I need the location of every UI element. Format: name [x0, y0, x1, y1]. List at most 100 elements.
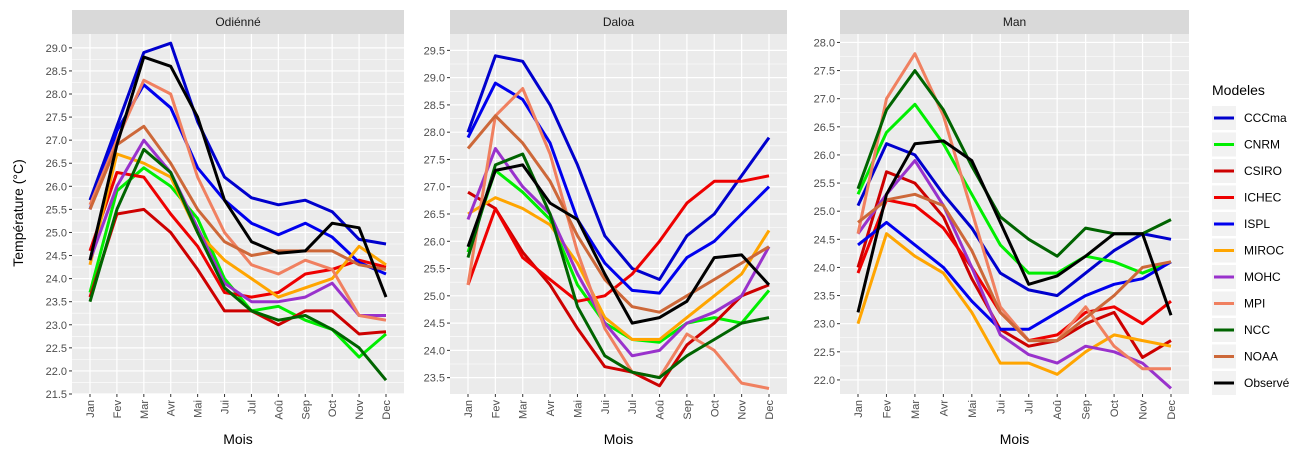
y-tick-label: 25.5 [46, 204, 67, 216]
y-tick-label: 23.5 [46, 297, 67, 309]
y-tick-label: 23.5 [424, 373, 445, 385]
x-tick-label: Oct [1109, 400, 1121, 417]
x-tick-label: Dec [1166, 400, 1178, 420]
legend-label: MOHC [1244, 270, 1281, 284]
y-tick-label: 26.5 [424, 209, 445, 221]
y-tick-label: 22.5 [46, 343, 67, 355]
y-tick-label: 26.0 [814, 150, 835, 162]
y-axis-title: Température (°C) [10, 159, 26, 267]
panel-0: Odiénné 21.5 22.0 22.5 23.0 23.5 24.0 24.5 25.0 2… [46, 10, 404, 447]
series-line-noaa [466, 114, 770, 314]
y-tick-label: 26.5 [46, 158, 67, 170]
legend-item: Observé [1212, 371, 1290, 395]
x-tick-label: Aoû [1052, 400, 1064, 420]
y-tick-label: 28.0 [424, 127, 445, 139]
series-line-cnrm [856, 102, 1172, 275]
y-tick-label: 29.5 [424, 45, 445, 57]
legend-item: MPI [1212, 291, 1265, 316]
x-tick-label: Jan [853, 400, 865, 418]
x-tick-label: Mar [910, 400, 922, 419]
y-tick-label: 23.0 [814, 319, 835, 331]
y-tick-label: 27.0 [424, 182, 445, 194]
panel-title: Odiénné [215, 15, 261, 29]
y-tick-label: 28.0 [46, 89, 67, 101]
y-tick-label: 24.5 [814, 234, 835, 246]
x-tick-label: Sep [1081, 400, 1093, 420]
series-line-mpi [856, 52, 1171, 371]
series-line-ncc [88, 147, 388, 382]
panel-title: Man [1003, 15, 1026, 29]
y-tick-label: 26.0 [424, 236, 445, 248]
y-tick-label: 24.0 [46, 274, 67, 286]
x-tick-label: Oct [327, 400, 339, 417]
y-tick-label: 25.0 [46, 227, 67, 239]
x-axis-title: Mois [223, 431, 253, 447]
series-line-csiro [467, 190, 770, 388]
y-tick-label: 22.5 [814, 347, 835, 359]
legend-title: Modeles [1212, 82, 1265, 98]
y-tick-label: 26.0 [46, 181, 67, 193]
legend-label: Observé [1244, 376, 1290, 390]
x-tick-label: Mai [967, 400, 979, 418]
series-line-ncc [466, 152, 770, 380]
y-tick-label: 22.0 [814, 375, 835, 387]
x-tick-label: Sep [682, 400, 694, 420]
y-tick-label: 25.0 [814, 206, 835, 218]
legend-label: CSIRO [1244, 164, 1282, 178]
series-line-observ- [466, 163, 771, 325]
panels: Odiénné 21.5 22.0 22.5 23.0 23.5 24.0 24.5 25.0 2… [46, 10, 1189, 447]
x-axis-title: Mois [1000, 431, 1030, 447]
y-tick-label: 29.0 [424, 73, 445, 85]
series-line-cccma [88, 41, 387, 246]
legend-item: ICHEC [1212, 185, 1282, 210]
panel-strip [840, 10, 1189, 34]
x-tick-label: Mar [518, 400, 530, 419]
x-tick-label: Jan [85, 400, 97, 418]
x-tick-label: Fev [490, 400, 502, 419]
y-tick-label: 25.5 [814, 178, 835, 190]
series-line-noaa [857, 192, 1172, 343]
y-tick-label: 24.0 [814, 262, 835, 274]
legend-label: CCCma [1244, 111, 1287, 125]
y-tick-label: 27.0 [46, 135, 67, 147]
y-tick-label: 26.5 [814, 122, 835, 134]
y-tick-label: 28.5 [46, 66, 67, 78]
x-tick-label: Nov [1138, 400, 1150, 420]
x-tick-label: Oct [709, 400, 721, 417]
legend-label: MIROC [1244, 244, 1284, 258]
x-tick-label: Nov [354, 400, 366, 420]
legend-item: ISPL [1212, 212, 1270, 236]
series-line-miroc [856, 232, 1172, 376]
series-line-csiro [88, 207, 387, 336]
series-line-observ- [856, 139, 1173, 316]
x-tick-label: Jan [463, 400, 475, 418]
legend-item: CSIRO [1212, 159, 1282, 183]
y-tick-label: 27.0 [814, 94, 835, 106]
legend-item: MIROC [1212, 238, 1284, 263]
y-tick-label: 27.5 [814, 66, 835, 78]
series-line-mpi [466, 87, 770, 390]
series-line-cccma [466, 54, 771, 281]
y-tick-label: 21.5 [46, 389, 67, 401]
x-tick-label: Aoû [273, 400, 285, 420]
x-tick-label: Jui [995, 400, 1007, 414]
x-tick-label: Nov [737, 400, 749, 420]
x-tick-label: Fev [881, 400, 893, 419]
legend-label: NCC [1244, 323, 1270, 337]
series-line-mohc [466, 147, 771, 358]
y-tick-label: 25.5 [424, 264, 445, 276]
y-tick-label: 24.5 [46, 251, 67, 263]
y-tick-label: 28.5 [424, 100, 445, 112]
y-tick-label: 25.0 [424, 291, 445, 303]
x-tick-label: Mar [139, 400, 151, 419]
x-axis-title: Mois [604, 431, 634, 447]
legend-label: ISPL [1244, 217, 1270, 231]
legend-item: NOAA [1212, 344, 1278, 369]
panel-2: Man 22.0 22.5 23.0 23.5 24.0 24.5 25.0 25.5 26.0 2… [814, 10, 1189, 447]
panel-strip [72, 10, 404, 34]
legend-label: ICHEC [1244, 191, 1282, 205]
x-tick-label: Avr [545, 400, 557, 417]
panel-title: Daloa [603, 15, 635, 29]
panel-1: Daloa 23.5 24.0 24.5 25.0 25.5 26.0 26.5 27.0 27.… [424, 10, 787, 447]
series-line-csiro [856, 170, 1172, 359]
